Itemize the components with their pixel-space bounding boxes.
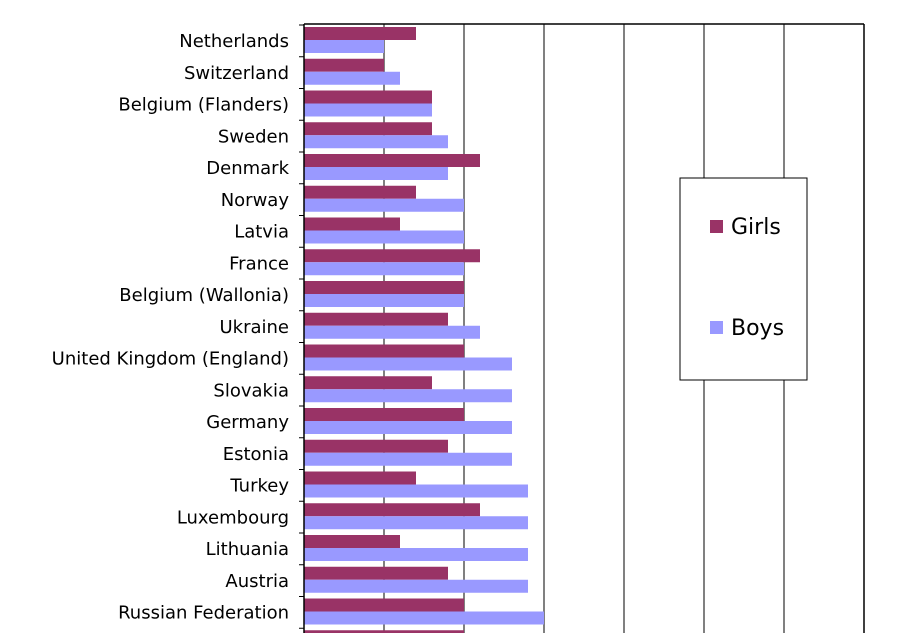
- bar-girls: [304, 122, 432, 136]
- bar-girls: [304, 566, 448, 580]
- legend-label-girls: Girls: [731, 215, 781, 240]
- category-label: France: [229, 253, 289, 274]
- category-label: United Kingdom (England): [52, 349, 289, 370]
- bar-boys: [304, 357, 512, 371]
- bar-girls: [304, 535, 400, 548]
- bar-girls: [304, 598, 464, 612]
- legend-box: [679, 177, 808, 381]
- category-label: Sweden: [218, 126, 289, 147]
- category-label: Luxembourg: [177, 507, 289, 528]
- category-label: Russian Federation: [118, 603, 289, 624]
- bar-boys: [304, 611, 544, 625]
- bar-girls: [304, 376, 432, 390]
- bar-boys: [304, 71, 400, 85]
- bar-girls: [304, 630, 464, 633]
- bar-girls: [304, 217, 400, 231]
- bar-girls: [304, 312, 448, 326]
- bar-girls: [304, 27, 416, 40]
- category-label: Belgium (Wallonia): [119, 285, 289, 306]
- axes: [299, 23, 865, 633]
- category-label: Turkey: [229, 476, 289, 497]
- bar-boys: [304, 198, 464, 212]
- bar-boys: [304, 294, 464, 307]
- bar-girls: [304, 249, 480, 263]
- bar-boys: [304, 389, 512, 403]
- bar-girls: [304, 185, 416, 199]
- bar-boys: [304, 516, 528, 530]
- bar-boys: [304, 579, 528, 593]
- legend-swatch-girls: [710, 220, 723, 233]
- category-label: Slovakia: [213, 380, 289, 401]
- bar-girls: [304, 471, 416, 485]
- category-label: Lithuania: [206, 539, 289, 560]
- category-label: Ukraine: [219, 317, 289, 338]
- bar-boys: [304, 40, 384, 53]
- bar-boys: [304, 484, 528, 498]
- bar-boys: [304, 135, 448, 149]
- bar-boys: [304, 167, 448, 180]
- bars: [304, 27, 544, 633]
- bar-girls: [304, 281, 464, 294]
- category-label: Switzerland: [184, 63, 289, 84]
- bar-girls: [304, 503, 480, 517]
- bar-boys: [304, 230, 464, 244]
- category-label: Netherlands: [179, 31, 289, 52]
- bar-girls: [304, 439, 448, 453]
- bar-boys: [304, 103, 432, 117]
- category-labels: Netherlands Switzerland Belgium (Flanders)…: [52, 31, 290, 624]
- category-label: Denmark: [206, 158, 289, 179]
- bar-boys: [304, 452, 512, 466]
- legend-label-boys: Boys: [731, 316, 784, 341]
- category-label: Latvia: [234, 222, 289, 243]
- bar-girls: [304, 344, 464, 358]
- bar-boys: [304, 548, 528, 561]
- category-label: Norway: [221, 190, 290, 211]
- legend: Girls Boys: [679, 177, 808, 381]
- category-label: Germany: [206, 412, 289, 433]
- bar-girls: [304, 58, 384, 72]
- bar-girls: [304, 90, 432, 104]
- category-label: Austria: [225, 571, 289, 592]
- legend-swatch-boys: [710, 321, 723, 334]
- bar-boys: [304, 421, 512, 434]
- category-label: Estonia: [223, 444, 289, 465]
- bar-boys: [304, 262, 464, 276]
- category-label: Belgium (Flanders): [118, 95, 289, 116]
- bar-girls: [304, 154, 480, 167]
- bar-boys: [304, 325, 480, 339]
- bar-girls: [304, 408, 464, 421]
